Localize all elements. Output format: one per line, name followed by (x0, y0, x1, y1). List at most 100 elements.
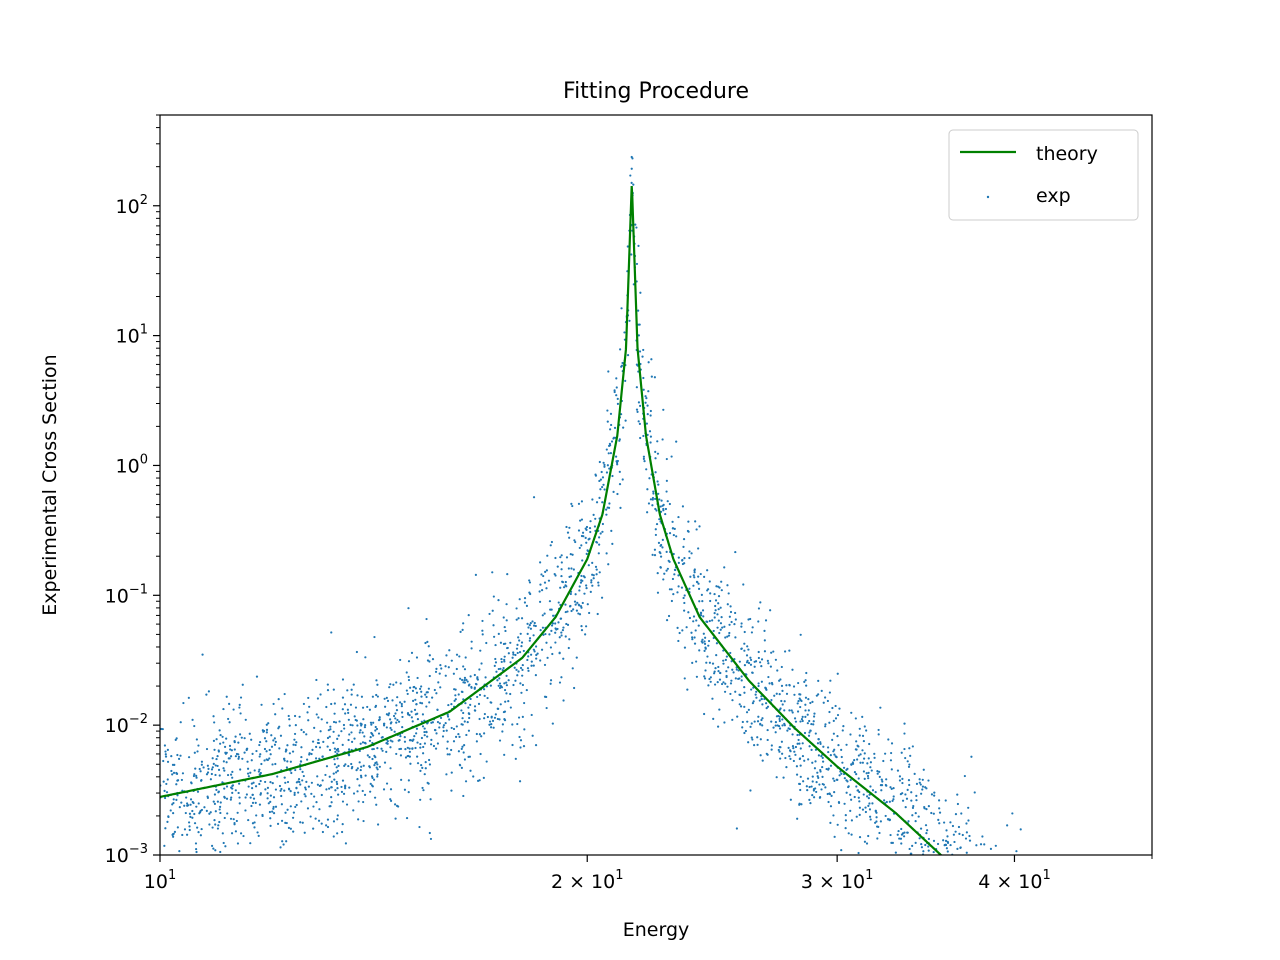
exp-point (498, 682, 502, 685)
exp-point (410, 651, 414, 654)
exp-point (372, 778, 376, 781)
exp-point (915, 794, 918, 797)
exp-point (700, 614, 703, 617)
exp-point (763, 639, 766, 642)
exp-point (595, 541, 599, 544)
exp-point (519, 666, 523, 670)
exp-point (804, 679, 807, 682)
exp-point (791, 711, 794, 714)
exp-point (589, 520, 592, 523)
exp-point (656, 440, 659, 443)
exp-point (405, 671, 408, 674)
exp-point (642, 388, 645, 391)
exp-point (484, 676, 487, 679)
exp-point (356, 767, 359, 770)
exp-point (642, 457, 645, 460)
exp-point (290, 771, 293, 775)
exp-point (259, 740, 262, 744)
exp-point (692, 574, 695, 577)
exp-point (250, 738, 253, 741)
exp-point (237, 753, 240, 756)
exp-point (285, 840, 288, 843)
exp-point (504, 700, 507, 703)
exp-point (824, 696, 827, 699)
exp-point (606, 464, 609, 467)
exp-point (646, 404, 649, 407)
exp-point (442, 726, 445, 729)
exp-point (390, 728, 393, 731)
exp-point (784, 756, 787, 760)
exp-point (318, 757, 321, 760)
exp-point (698, 600, 701, 603)
exp-point (317, 738, 320, 741)
exp-point (750, 736, 753, 739)
exp-point (418, 825, 421, 829)
exp-point (163, 796, 167, 800)
exp-point (469, 675, 472, 678)
exp-point (803, 680, 806, 683)
exp-point (957, 825, 961, 829)
exp-point (238, 782, 241, 785)
exp-point (645, 397, 648, 400)
exp-point (209, 778, 212, 781)
exp-point (833, 835, 836, 838)
exp-point (196, 750, 199, 753)
exp-point (750, 688, 753, 691)
exp-point (571, 504, 574, 508)
exp-point (765, 752, 768, 755)
exp-point (505, 684, 509, 687)
exp-point (672, 533, 675, 537)
exp-point (521, 663, 524, 667)
exp-point (386, 740, 389, 743)
exp-point (729, 605, 732, 608)
exp-point (200, 827, 203, 831)
exp-point (821, 756, 824, 759)
exp-point (460, 709, 463, 712)
exp-point (347, 711, 350, 714)
exp-point (621, 478, 624, 481)
exp-point (505, 603, 508, 606)
exp-point (620, 364, 624, 367)
exp-point (271, 810, 274, 813)
exp-point (215, 757, 218, 761)
exp-point (352, 683, 355, 686)
exp-point (483, 712, 486, 716)
exp-point (924, 824, 928, 827)
exp-point (503, 658, 506, 661)
exp-point (723, 690, 727, 693)
exp-point (580, 625, 583, 628)
exp-point (463, 668, 467, 671)
exp-point (277, 698, 280, 701)
exp-point (740, 625, 743, 628)
exp-point (703, 649, 706, 652)
exp-point (426, 640, 429, 643)
exp-point (804, 696, 808, 699)
exp-point (608, 502, 611, 505)
exp-point (255, 675, 259, 678)
exp-point (637, 309, 640, 312)
exp-point (861, 715, 864, 718)
exp-point (189, 803, 192, 806)
exp-point (672, 552, 675, 556)
exp-point (295, 781, 298, 784)
exp-point (753, 660, 756, 663)
exp-point (703, 642, 707, 646)
exp-point (171, 803, 174, 806)
exp-point (692, 584, 695, 587)
exp-point (954, 830, 957, 833)
exp-point (361, 741, 365, 744)
exp-point (919, 783, 922, 786)
exp-point (866, 795, 869, 798)
exp-point (334, 721, 338, 724)
exp-point (300, 755, 303, 759)
exp-point (647, 502, 651, 505)
exp-point (946, 835, 949, 838)
exp-point (859, 761, 862, 764)
exp-point (278, 747, 281, 750)
exp-point (891, 799, 894, 803)
exp-point (979, 843, 983, 846)
exp-point (363, 793, 367, 796)
exp-point (570, 609, 573, 613)
exp-point (369, 790, 372, 793)
exp-point (293, 714, 297, 718)
